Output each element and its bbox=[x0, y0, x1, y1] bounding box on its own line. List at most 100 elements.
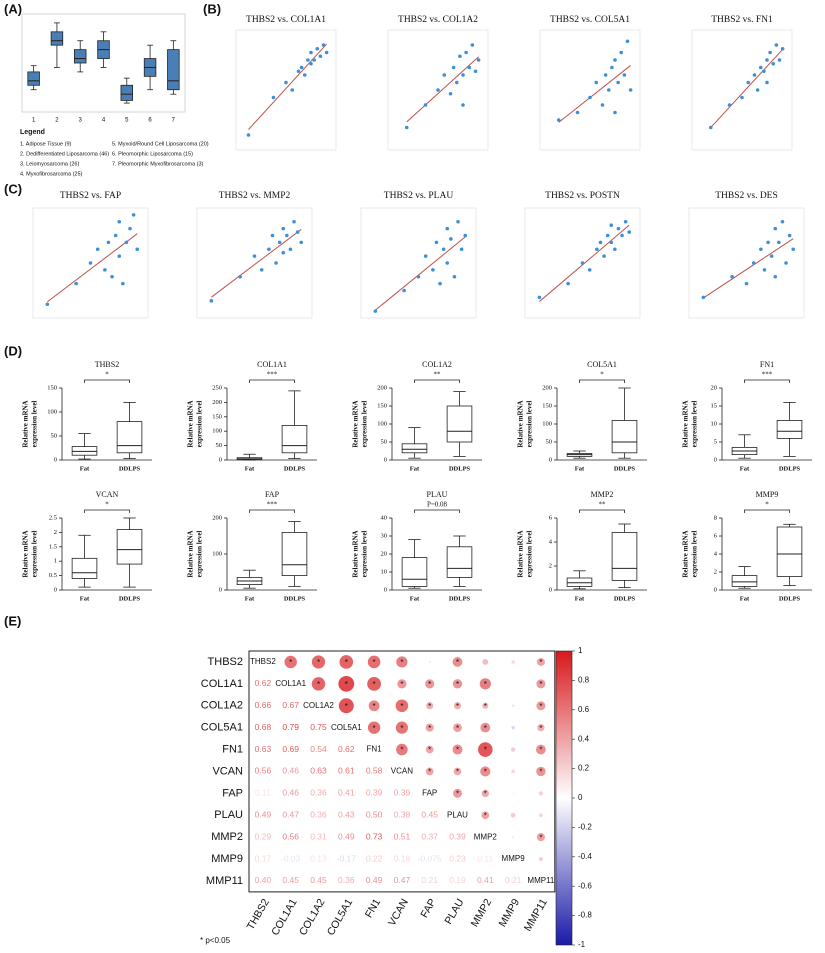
point bbox=[302, 73, 307, 77]
plot-title: THBS2 vs. PLAU bbox=[384, 191, 454, 201]
point bbox=[780, 219, 785, 224]
panel-label: (A) bbox=[4, 1, 22, 16]
point bbox=[746, 80, 751, 85]
plot-title: COL5A1 bbox=[587, 360, 617, 369]
point bbox=[270, 233, 275, 238]
point bbox=[598, 240, 603, 245]
x-tick-label: Fat bbox=[575, 465, 585, 472]
plot-frame bbox=[688, 207, 805, 319]
corr-value: -0.17 bbox=[337, 853, 357, 863]
point bbox=[259, 268, 264, 272]
point bbox=[758, 65, 763, 70]
point bbox=[463, 233, 468, 238]
x-tick-label: 6 bbox=[148, 118, 152, 124]
x-tick-label: Fat bbox=[740, 595, 750, 602]
diagonal-label: COL1A2 bbox=[303, 701, 334, 710]
panel-label: (C) bbox=[4, 181, 22, 196]
sig-star: * bbox=[456, 680, 459, 689]
point bbox=[461, 103, 465, 107]
point bbox=[773, 226, 778, 231]
corr-circle bbox=[338, 698, 354, 714]
corr-circle bbox=[510, 812, 516, 818]
point bbox=[777, 58, 782, 62]
x-tick-label: 1 bbox=[32, 118, 36, 124]
plot-title: THBS2 vs. DES bbox=[715, 191, 778, 201]
sig-star: * bbox=[400, 680, 403, 689]
row-label: MMP11 bbox=[206, 875, 243, 887]
sig-star: * bbox=[539, 768, 542, 777]
corr-circle bbox=[536, 701, 546, 711]
corr-circle bbox=[397, 679, 407, 689]
plot-title: MMP9 bbox=[756, 490, 779, 499]
sig-star: * bbox=[345, 680, 348, 689]
point bbox=[452, 274, 457, 279]
y-tick-label: 4 bbox=[549, 538, 553, 545]
x-tick-label: Fat bbox=[245, 465, 255, 472]
y-tick-label: 250 bbox=[212, 384, 222, 391]
plot-title: THBS2 vs. COL5A1 bbox=[550, 15, 630, 25]
point bbox=[110, 274, 114, 279]
point bbox=[252, 254, 257, 258]
corr-circle bbox=[453, 788, 462, 798]
corr-value: 0.73 bbox=[366, 831, 383, 841]
plot-title: COL1A2 bbox=[422, 360, 452, 369]
corr-value: 0.11 bbox=[255, 788, 271, 798]
plot-title: THBS2 bbox=[95, 360, 119, 369]
corr-value: 0.51 bbox=[394, 831, 411, 841]
point bbox=[609, 223, 614, 227]
point bbox=[606, 88, 611, 92]
y-tick-label: 6 bbox=[549, 514, 553, 521]
corr-value: 0.38 bbox=[394, 810, 411, 820]
plot-title: THBS2 vs. POSTN bbox=[545, 191, 620, 201]
point bbox=[603, 73, 608, 77]
corr-circle bbox=[367, 655, 381, 669]
y-axis-label: expression level bbox=[691, 401, 699, 448]
corr-circle bbox=[425, 679, 435, 689]
y-tick-label: 100 bbox=[377, 420, 387, 427]
plot-frame bbox=[21, 13, 186, 113]
y-tick-label: 1 bbox=[54, 558, 57, 565]
column-label: VCAN bbox=[386, 897, 411, 928]
point bbox=[787, 233, 792, 238]
corr-value: 0.63 bbox=[310, 766, 327, 776]
point bbox=[315, 46, 320, 51]
corr-value: 0.36 bbox=[310, 788, 327, 798]
column-label: COL1A2 bbox=[297, 897, 328, 938]
plot-frame bbox=[691, 29, 793, 151]
colorbar-tick-label: -0.8 bbox=[578, 911, 592, 920]
point bbox=[131, 213, 136, 217]
point bbox=[766, 240, 770, 245]
x-tick-label: 7 bbox=[172, 118, 176, 124]
sig-star: * bbox=[373, 702, 376, 711]
sig-bracket bbox=[579, 379, 625, 383]
plot-title: THBS2 vs. FAP bbox=[60, 191, 121, 201]
corr-circle bbox=[511, 725, 515, 730]
fit-line bbox=[703, 238, 794, 299]
fit-line bbox=[710, 49, 783, 128]
corr-value: 0.50 bbox=[366, 810, 383, 820]
point bbox=[74, 281, 78, 286]
y-tick-label: 0 bbox=[714, 586, 717, 593]
y-axis-label: expression level bbox=[526, 531, 534, 578]
y-tick-label: 10 bbox=[381, 568, 388, 575]
colorbar-tick-label: -0.6 bbox=[578, 881, 592, 890]
point bbox=[473, 69, 478, 74]
sig-star: * bbox=[317, 680, 320, 689]
corr-value: 0.58 bbox=[366, 766, 383, 776]
column-label: FAP bbox=[418, 897, 438, 920]
y-tick-label: 20 bbox=[711, 384, 718, 391]
corr-circle bbox=[453, 723, 462, 732]
point bbox=[117, 254, 122, 258]
y-axis-label: expression level bbox=[196, 531, 204, 578]
point bbox=[566, 281, 570, 286]
y-axis-label: Relative mRNA bbox=[22, 400, 30, 447]
corr-circle bbox=[428, 660, 431, 664]
fit-line bbox=[406, 56, 479, 123]
sig-star: * bbox=[539, 746, 542, 755]
colorbar-tick-label: 0 bbox=[578, 793, 583, 802]
row-label: FAP bbox=[222, 787, 243, 799]
point bbox=[623, 219, 628, 224]
colorbar-tick-label: 0.8 bbox=[578, 676, 590, 685]
sig-star: * bbox=[373, 680, 376, 689]
corr-circle bbox=[367, 676, 381, 691]
